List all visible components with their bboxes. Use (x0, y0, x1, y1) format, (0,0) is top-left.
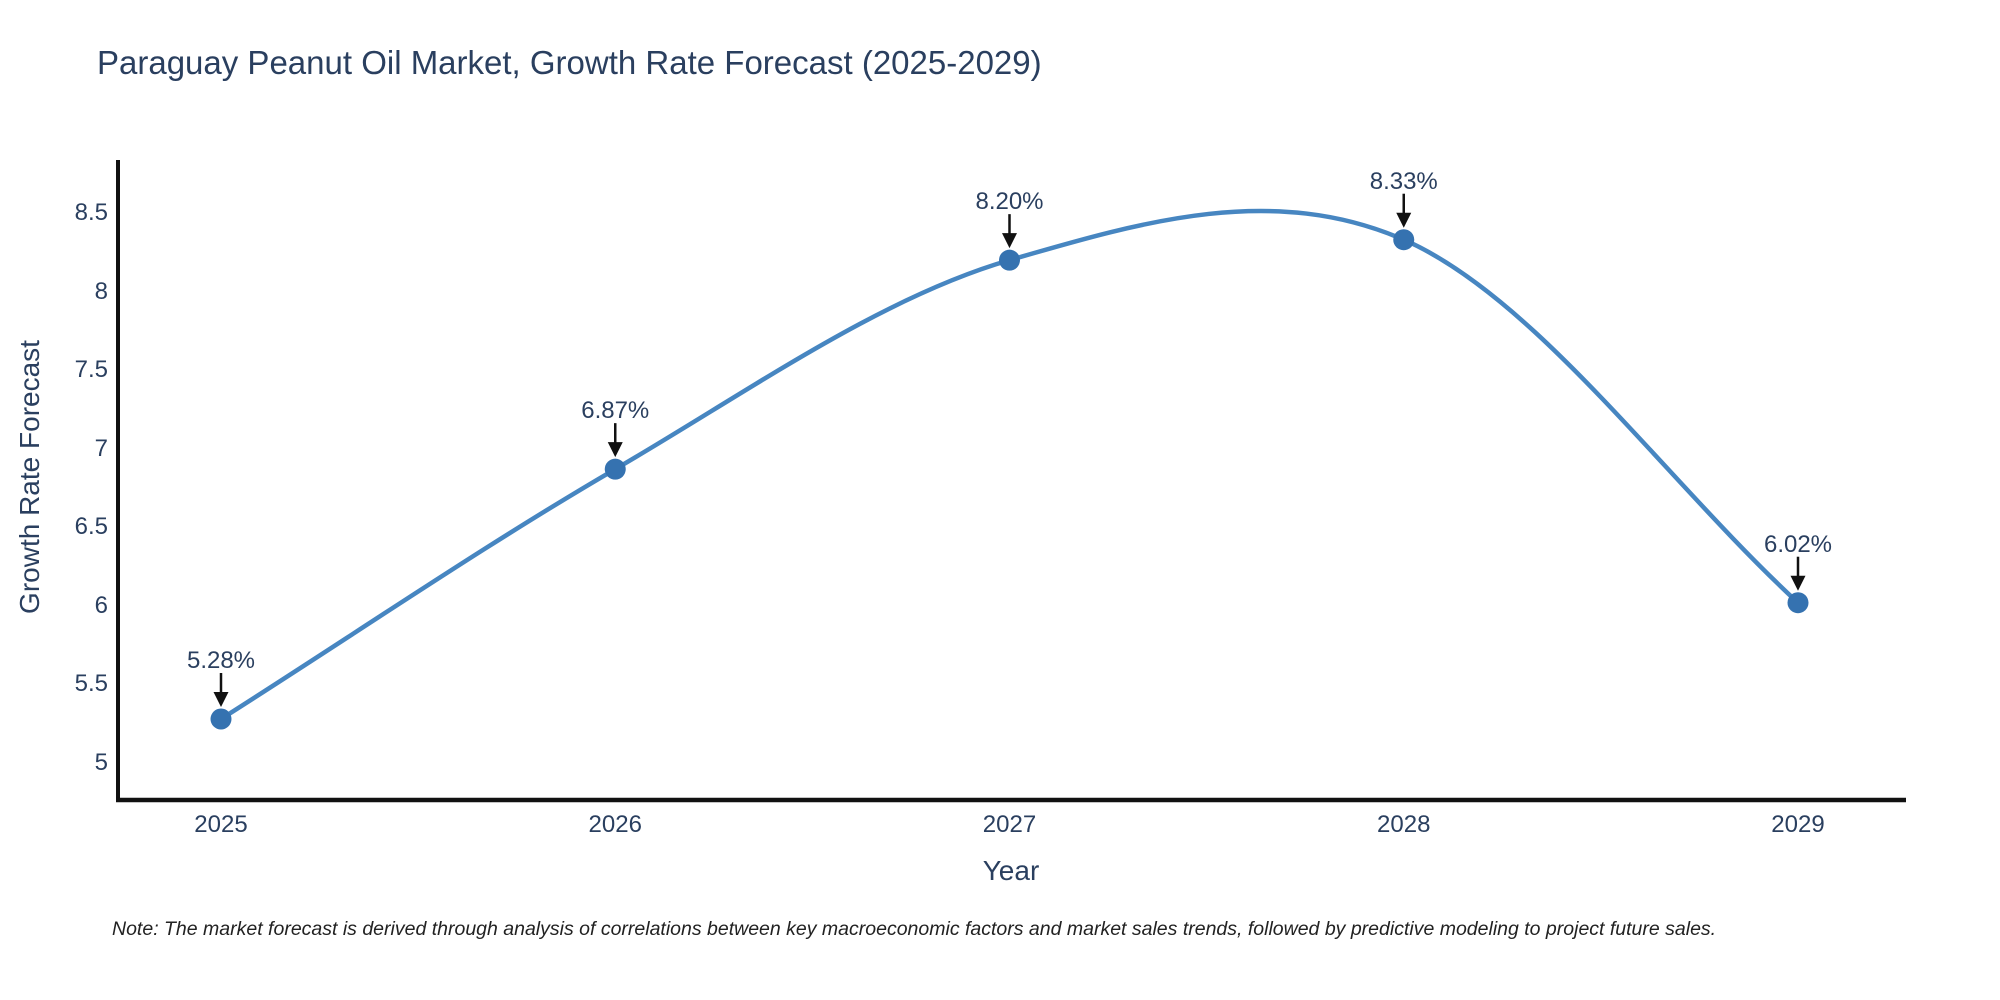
data-point-label: 6.87% (581, 397, 650, 425)
annotation-arrowhead-icon (607, 442, 623, 458)
x-tick-label: 2028 (1377, 811, 1431, 838)
annotation-arrowhead-icon (1396, 212, 1412, 228)
chart-title: Paraguay Peanut Oil Market, Growth Rate … (97, 44, 1042, 81)
data-point-marker[interactable] (1393, 229, 1415, 251)
data-point-label: 8.20% (975, 188, 1044, 216)
data-point-label: 6.02% (1763, 530, 1833, 558)
y-tick-label: 6 (94, 591, 108, 619)
annotation-arrowhead-icon (1790, 575, 1806, 591)
y-tick-label: 8 (94, 277, 108, 305)
y-tick-label: 6.5 (74, 513, 108, 541)
data-point-marker[interactable] (604, 458, 626, 480)
footnote: Note: The market forecast is derived thr… (112, 918, 1717, 940)
x-tick-label: 2026 (588, 811, 642, 838)
data-point-marker[interactable] (999, 249, 1020, 271)
y-tick-label: 7 (94, 434, 108, 462)
data-point-label: 5.28% (186, 647, 256, 674)
y-tick-label: 7.5 (74, 356, 108, 384)
x-axis-title: Year (982, 855, 1040, 886)
y-tick-label: 5.5 (74, 670, 108, 698)
annotation-arrowhead-icon (1002, 233, 1017, 249)
data-point-label: 8.33% (1369, 167, 1438, 195)
y-tick-label: 5 (94, 749, 108, 776)
x-tick-label: 2027 (982, 811, 1037, 838)
data-point-marker[interactable] (210, 708, 232, 730)
x-tick-label: 2025 (194, 811, 248, 838)
annotation-arrowhead-icon (213, 692, 229, 708)
forecast-line (218, 208, 1801, 722)
y-tick-label: 8.5 (74, 199, 108, 226)
x-tick-label: 2029 (1771, 811, 1825, 838)
data-point-marker[interactable] (1787, 592, 1809, 614)
